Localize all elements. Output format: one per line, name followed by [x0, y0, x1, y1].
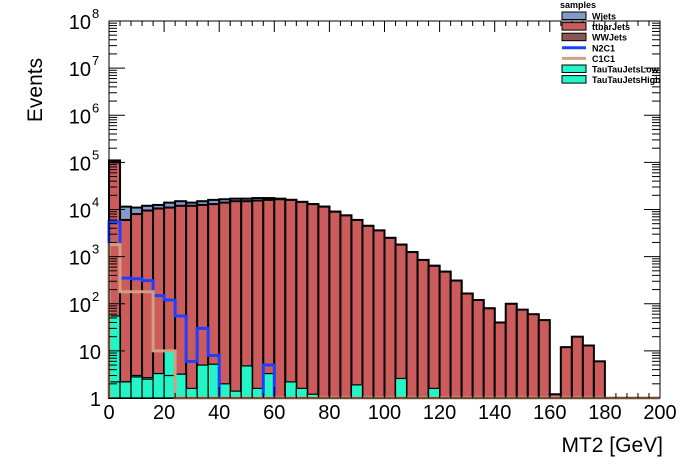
y-tick-exp-7: 7	[92, 53, 99, 68]
y-tick-exp-2: 2	[92, 289, 99, 304]
legend-swatch-wwjets	[561, 32, 587, 42]
x-tick-label-9: 180	[588, 402, 621, 424]
bar-ttbarjets-43	[581, 344, 595, 400]
y-tick-label-6: 10	[69, 106, 91, 128]
legend-label-c1c1: C1C1	[592, 54, 615, 64]
x-tick-label-1: 20	[153, 402, 175, 424]
bar-ttbarjets-26	[394, 243, 408, 399]
x-tick-label-7: 140	[478, 402, 511, 424]
bar-ttbarjets-7	[185, 204, 199, 399]
x-tick-label-0: 0	[103, 402, 114, 424]
bar-ttbarjets-19	[317, 205, 331, 399]
bar-tautaujetshigh-26	[394, 377, 408, 399]
bar-ttbarjets-24	[372, 229, 386, 399]
x-tick-label-8: 160	[533, 402, 566, 424]
legend: samples WjetsttbarJetsWWJetsN2C1C1C1TauT…	[560, 0, 661, 85]
bar-ttbarjets-44	[592, 360, 606, 399]
bar-ttbarjets-3	[141, 209, 155, 399]
bar-ttbarjets-35	[493, 321, 507, 400]
bar-ttbarjets-23	[361, 224, 375, 399]
bar-ttbarjets-21	[339, 214, 353, 399]
bar-ttbarjets-17	[295, 200, 309, 399]
bar-ttbarjets-30	[438, 270, 452, 400]
x-tick-label-10: 200	[643, 402, 676, 424]
legend-label-wjets: Wjets	[592, 12, 616, 22]
bar-ttbarjets-6	[174, 204, 188, 399]
y-tick-exp-8: 8	[92, 6, 99, 21]
bar-ttbarjets-41	[559, 346, 573, 399]
legend-label-ttbarjets: ttbarJets	[592, 22, 630, 32]
bar-tautaujetshigh-4	[152, 372, 165, 399]
bar-tautaujetshigh-9	[207, 363, 220, 399]
legend-swatch-ttbarjets	[561, 22, 587, 31]
bar-ttbarjets-29	[427, 264, 441, 399]
bar-ttbarjets-25	[383, 236, 397, 399]
legend-swatch-tautaujetshigh	[561, 75, 587, 84]
bar-ttbarjets-39	[537, 319, 551, 399]
bar-ttbarjets-15	[273, 198, 287, 399]
bar-ttbarjets-4	[152, 207, 166, 399]
bar-ttbarjets-2	[130, 213, 144, 399]
bar-ttbarjets-16	[284, 198, 298, 399]
bar-ttbarjets-27	[405, 251, 419, 399]
bar-tautaujetshigh-1	[119, 381, 132, 399]
x-tick-label-4: 80	[318, 402, 340, 424]
bar-ttbarjets-34	[482, 307, 496, 400]
bar-ttbarjets-33	[471, 299, 485, 399]
y-tick-exp-4: 4	[92, 195, 99, 210]
bar-ttbarjets-32	[460, 292, 474, 399]
bar-ttbarjets-36	[504, 302, 518, 399]
bar-tautaujetshigh-12	[240, 365, 253, 399]
bar-tautaujetshigh-22	[350, 384, 364, 399]
bar-tautaujetshigh-14	[262, 372, 275, 399]
legend-title: samples	[560, 0, 596, 10]
bar-ttbarjets-42	[570, 335, 584, 400]
y-tick-label-4: 10	[69, 201, 91, 223]
bar-tautaujetshigh-6	[174, 373, 187, 399]
bar-ttbarjets-13	[251, 199, 265, 399]
bar-tautaujetshigh-5	[163, 374, 176, 399]
bar-ttbarjets-31	[449, 279, 463, 399]
y-tick-label-5: 10	[69, 153, 91, 175]
y-axis-title: Events	[24, 58, 47, 122]
bar-ttbarjets-14	[262, 198, 276, 399]
bar-ttbarjets-38	[526, 313, 540, 399]
legend-swatch-tautaujetslow	[561, 64, 587, 73]
y-tick-exp-5: 5	[92, 147, 99, 162]
bar-tautaujetshigh-3	[141, 378, 154, 399]
bar-tautaujetshigh-2	[130, 376, 143, 399]
y-tick-label-0: 1	[90, 389, 101, 411]
x-tick-label-6: 120	[423, 402, 456, 424]
x-tick-label-3: 60	[263, 402, 285, 424]
y-tick-label-3: 10	[69, 248, 91, 270]
legend-label-tautaujetslow: TauTauJetsLow	[592, 65, 660, 75]
legend-label-n2c1: N2C1	[592, 43, 615, 53]
bar-ttbarjets-20	[328, 210, 342, 399]
legend-label-tautaujetshigh: TauTauJetsHigh	[592, 75, 661, 85]
bar-ttbarjets-37	[515, 308, 529, 399]
bar-ttbarjets-1	[119, 218, 133, 399]
x-tick-label-2: 40	[208, 402, 230, 424]
y-tick-exp-6: 6	[92, 100, 99, 115]
y-tick-exp-3: 3	[92, 242, 99, 257]
y-tick-label-1: 10	[79, 342, 101, 364]
x-axis-title: MT2 [GeV]	[561, 434, 663, 457]
y-tick-label-7: 10	[69, 59, 91, 81]
legend-label-wwjets: WWJets	[592, 33, 627, 43]
x-tick-label-5: 100	[368, 402, 401, 424]
bar-ttbarjets-10	[218, 201, 232, 399]
bar-ttbarjets-18	[306, 203, 320, 399]
y-tick-label-8: 10	[69, 12, 91, 34]
bar-tautaujetshigh-10	[218, 383, 231, 399]
bar-ttbarjets-22	[350, 218, 364, 399]
legend-swatch-wjets	[561, 11, 587, 20]
bar-tautaujetshigh-8	[196, 364, 209, 399]
bar-ttbarjets-11	[229, 200, 243, 399]
y-tick-label-2: 10	[69, 295, 91, 317]
bar-ttbarjets-28	[416, 258, 430, 400]
bar-tautaujetshigh-16	[284, 381, 297, 399]
